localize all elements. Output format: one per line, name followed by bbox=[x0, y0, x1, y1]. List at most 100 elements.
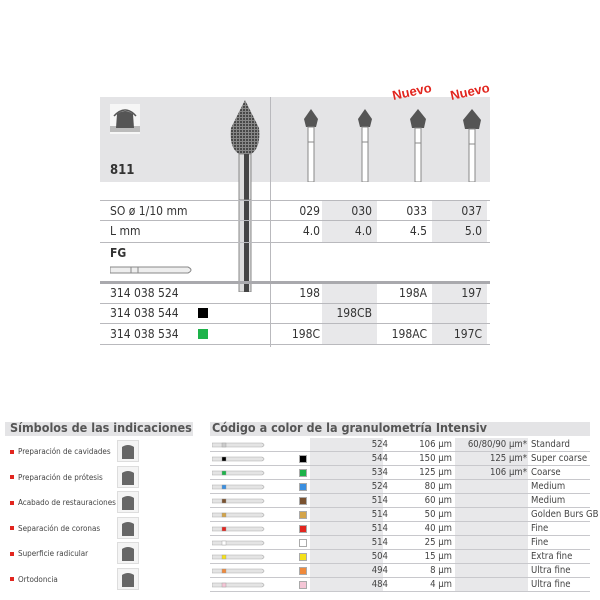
article-number: 197 bbox=[461, 286, 482, 300]
grit-code: 514 bbox=[371, 523, 388, 534]
grit-code: 484 bbox=[371, 579, 388, 590]
grit-size: 50 µm bbox=[424, 509, 452, 520]
crown-separation-icon bbox=[117, 516, 139, 539]
shaded-column bbox=[322, 200, 377, 242]
product-code: 811 bbox=[110, 163, 135, 178]
grit-label: Extra fine bbox=[531, 551, 573, 562]
grit-color-swatch bbox=[299, 455, 307, 463]
grit-color-swatch bbox=[299, 581, 307, 589]
indication-item: Preparación de prótesis bbox=[10, 473, 103, 482]
indication-item: Superficie radicular bbox=[10, 549, 88, 558]
grit-color-swatch bbox=[299, 497, 307, 505]
grit-size: 8 µm bbox=[430, 565, 452, 576]
divider bbox=[100, 323, 490, 324]
bur-shank-icon bbox=[212, 526, 265, 532]
bur-shank-icon bbox=[212, 554, 265, 560]
grit-alt-size: 106 µm* bbox=[489, 467, 527, 478]
grit-code: 544 bbox=[371, 453, 388, 464]
divider bbox=[100, 303, 490, 304]
grit-row: 514 60 µm Medium bbox=[210, 494, 590, 508]
grit-row: 484 4 µm Ultra fine bbox=[210, 578, 590, 592]
bur-images bbox=[304, 109, 481, 182]
indication-label: Acabado de restauraciones bbox=[18, 498, 116, 507]
grit-row: 514 50 µm Golden Burs GB bbox=[210, 508, 599, 522]
grit-color-swatch bbox=[299, 469, 307, 477]
size-value: 030 bbox=[351, 204, 372, 218]
grit-size: 15 µm bbox=[424, 551, 452, 562]
indication-label: Preparación de prótesis bbox=[18, 472, 103, 482]
indication-item: Preparación de cavidades bbox=[10, 447, 111, 456]
product-header-band bbox=[100, 97, 490, 182]
grit-size: 106 µm bbox=[419, 439, 452, 450]
fg-shank-icon bbox=[110, 266, 192, 274]
restoration-finishing-icon bbox=[117, 491, 139, 513]
grit-size: 40 µm bbox=[424, 523, 452, 534]
bullet-icon bbox=[10, 526, 14, 530]
article-number: 198CB bbox=[336, 306, 372, 320]
grit-alt-size: 60/80/90 µm* bbox=[467, 439, 527, 450]
cavity-preparation-icon bbox=[117, 440, 139, 462]
grit-label: Golden Burs GB bbox=[531, 509, 599, 520]
bur-shank-icon bbox=[212, 470, 265, 476]
grit-code: 534 bbox=[371, 467, 388, 478]
grit-label: Fine bbox=[531, 537, 549, 548]
shank-label: FG bbox=[110, 246, 127, 260]
size-value: 029 bbox=[299, 204, 320, 218]
bullet-icon bbox=[10, 449, 14, 454]
grit-row: 514 40 µm Fine bbox=[210, 522, 590, 536]
grit-size: 80 µm bbox=[424, 481, 452, 492]
divider bbox=[100, 220, 490, 221]
grit-row: 544 150 µm 125 µm* Super coarse bbox=[210, 452, 590, 466]
indications-title: Símbolos de las indicaciones bbox=[10, 420, 192, 435]
shaded-column bbox=[432, 284, 487, 344]
bullet-icon bbox=[10, 500, 14, 505]
grit-label: Medium bbox=[531, 481, 566, 492]
grit-row: 504 15 µm Extra fine bbox=[210, 550, 590, 564]
grit-label: Medium bbox=[531, 495, 566, 506]
bullet-icon bbox=[10, 551, 14, 556]
grit-size: 60 µm bbox=[424, 495, 452, 506]
order-ref: 314 038 524 bbox=[110, 286, 179, 300]
article-number: 197C bbox=[453, 327, 482, 341]
bur-shank-icon bbox=[212, 568, 265, 574]
orthodontics-icon bbox=[117, 567, 139, 590]
grit-color-swatch bbox=[299, 483, 307, 491]
grit-color-swatch bbox=[299, 553, 307, 561]
grit-code: 514 bbox=[371, 509, 388, 520]
grit-color-swatch bbox=[299, 539, 307, 547]
column-divider bbox=[270, 97, 271, 347]
bur-shank-icon bbox=[212, 442, 265, 448]
bur-shank-icon bbox=[212, 498, 265, 504]
so-label: SO ø 1/10 mm bbox=[110, 204, 188, 218]
bur-shank-icon bbox=[212, 582, 265, 588]
grit-code: 514 bbox=[371, 495, 388, 506]
grit-code: 494 bbox=[371, 565, 388, 576]
grit-row: 524 106 µm 60/80/90 µm* Standard bbox=[210, 438, 590, 452]
bur-shank-icon bbox=[212, 512, 265, 518]
indications-title-bar bbox=[5, 422, 193, 436]
shaded-column bbox=[322, 284, 377, 344]
grit-color-swatch bbox=[299, 525, 307, 533]
grit-color-swatch bbox=[198, 329, 208, 339]
bur-large-image bbox=[230, 100, 260, 292]
divider bbox=[100, 344, 490, 345]
grit-label: Ultra fine bbox=[531, 565, 571, 576]
grit-code: 524 bbox=[371, 439, 388, 450]
article-number: 198 bbox=[299, 286, 320, 300]
shaded-column bbox=[432, 200, 487, 242]
article-number: 198A bbox=[399, 286, 427, 300]
grit-color-swatch bbox=[299, 567, 307, 575]
length-value: 4.5 bbox=[409, 224, 427, 238]
indication-item: Acabado de restauraciones bbox=[10, 498, 116, 507]
grit-alt-size: 125 µm* bbox=[489, 453, 527, 464]
size-value: 037 bbox=[461, 204, 482, 218]
indication-label: Ortodoncia bbox=[18, 574, 58, 584]
size-value: 033 bbox=[406, 204, 427, 218]
grit-title: Código a color de la granulometría Inten… bbox=[212, 420, 487, 435]
root-surface-icon bbox=[117, 542, 139, 564]
grit-size: 150 µm bbox=[419, 453, 452, 464]
divider bbox=[100, 242, 490, 243]
indication-label: Separación de coronas bbox=[18, 523, 101, 533]
grit-label: Super coarse bbox=[531, 453, 588, 464]
grit-color-swatch bbox=[198, 308, 208, 318]
